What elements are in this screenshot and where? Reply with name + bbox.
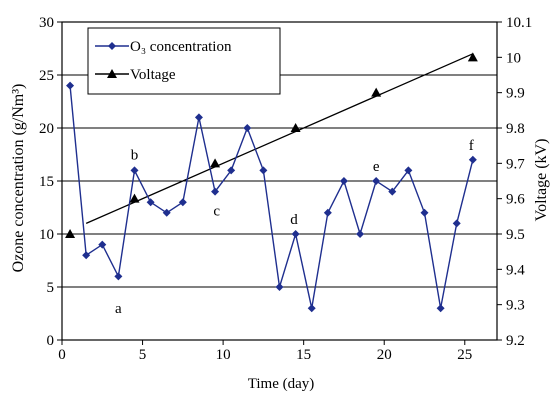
o3-point <box>130 166 139 175</box>
legend-box <box>87 27 281 95</box>
trendline <box>85 53 474 224</box>
x-tick-label: 15 <box>296 347 311 363</box>
annotation-label: f <box>469 138 474 154</box>
annotations: a b c d e f <box>115 138 474 317</box>
right-tick-label: 9.2 <box>506 333 525 349</box>
voltage-point <box>210 158 221 168</box>
legend-label: O₃ concentration <box>130 39 232 55</box>
series-layer <box>65 52 478 313</box>
o3-series-line <box>69 85 474 309</box>
legend-marker <box>108 42 116 50</box>
o3-point <box>114 272 123 281</box>
x-tick-label: 20 <box>377 347 392 363</box>
left-tick-label: 20 <box>39 121 54 137</box>
o3-point <box>356 230 365 238</box>
annotation-label: d <box>290 212 298 228</box>
voltage-point <box>129 193 140 203</box>
o3-point <box>66 81 75 90</box>
left-tick-label: 25 <box>39 68 54 84</box>
o3-point <box>420 208 429 217</box>
left-axis-ticks: 0 5 10 15 20 25 30 <box>39 15 62 349</box>
right-tick-label: 9.8 <box>506 121 525 137</box>
right-tick-label: 10.1 <box>506 15 532 31</box>
voltage-point <box>290 123 301 132</box>
voltage-point <box>371 87 382 97</box>
right-axis-ticks: 9.2 9.3 9.4 9.5 9.6 9.7 9.8 9.9 10 10.1 <box>497 15 532 349</box>
annotation-label: a <box>115 301 122 317</box>
o3-point <box>452 219 461 228</box>
voltage-point <box>467 52 478 62</box>
o3-point <box>243 124 252 132</box>
left-tick-label: 15 <box>39 174 54 190</box>
x-axis-ticks: 0 5 10 15 20 25 <box>58 340 472 363</box>
o3-point <box>98 240 107 249</box>
left-tick-label: 10 <box>39 227 54 243</box>
right-tick-label: 10 <box>506 50 521 66</box>
o3-point <box>211 187 220 196</box>
right-tick-label: 9.3 <box>506 298 525 314</box>
right-axis-label: Voltage (kV) <box>533 139 550 222</box>
o3-point <box>404 166 413 175</box>
o3-point <box>339 177 348 185</box>
x-axis-label: Time (day) <box>248 376 315 392</box>
right-tick-label: 9.5 <box>506 227 525 243</box>
o3-point <box>162 208 171 217</box>
left-tick-label: 30 <box>39 15 54 31</box>
o3-point <box>307 304 316 313</box>
o3-point <box>194 113 203 122</box>
annotation-label: b <box>131 148 139 164</box>
right-tick-label: 9.4 <box>506 262 525 278</box>
voltage-trendline <box>85 53 474 224</box>
o3-point <box>388 187 397 196</box>
right-tick-label: 9.7 <box>506 156 525 172</box>
legend-label: Voltage <box>130 67 176 83</box>
annotation-label: e <box>373 159 380 175</box>
o3-point <box>82 251 91 260</box>
o3-point <box>323 208 332 217</box>
x-tick-label: 10 <box>216 347 231 363</box>
legend: O₃ concentration Voltage <box>87 27 281 95</box>
o3-point <box>178 198 187 207</box>
left-axis-label: Ozone concentration (g/Nm³) <box>10 84 27 273</box>
voltage-point <box>65 229 76 238</box>
x-tick-label: 25 <box>457 347 472 363</box>
right-tick-label: 9.9 <box>506 86 525 102</box>
left-tick-label: 0 <box>47 333 55 349</box>
o3-point <box>372 177 381 185</box>
o3-point <box>259 166 268 175</box>
o3-point <box>146 198 155 207</box>
o3-point <box>275 283 284 291</box>
o3-point <box>436 304 445 313</box>
right-tick-label: 9.6 <box>506 192 525 208</box>
left-tick-label: 5 <box>47 280 55 296</box>
legend-marker <box>107 69 117 78</box>
x-tick-label: 5 <box>139 347 147 363</box>
x-tick-label: 0 <box>58 347 66 363</box>
o3-point <box>291 230 300 238</box>
o3-point <box>227 166 236 175</box>
annotation-label: c <box>213 204 220 220</box>
o3-point <box>468 155 477 164</box>
